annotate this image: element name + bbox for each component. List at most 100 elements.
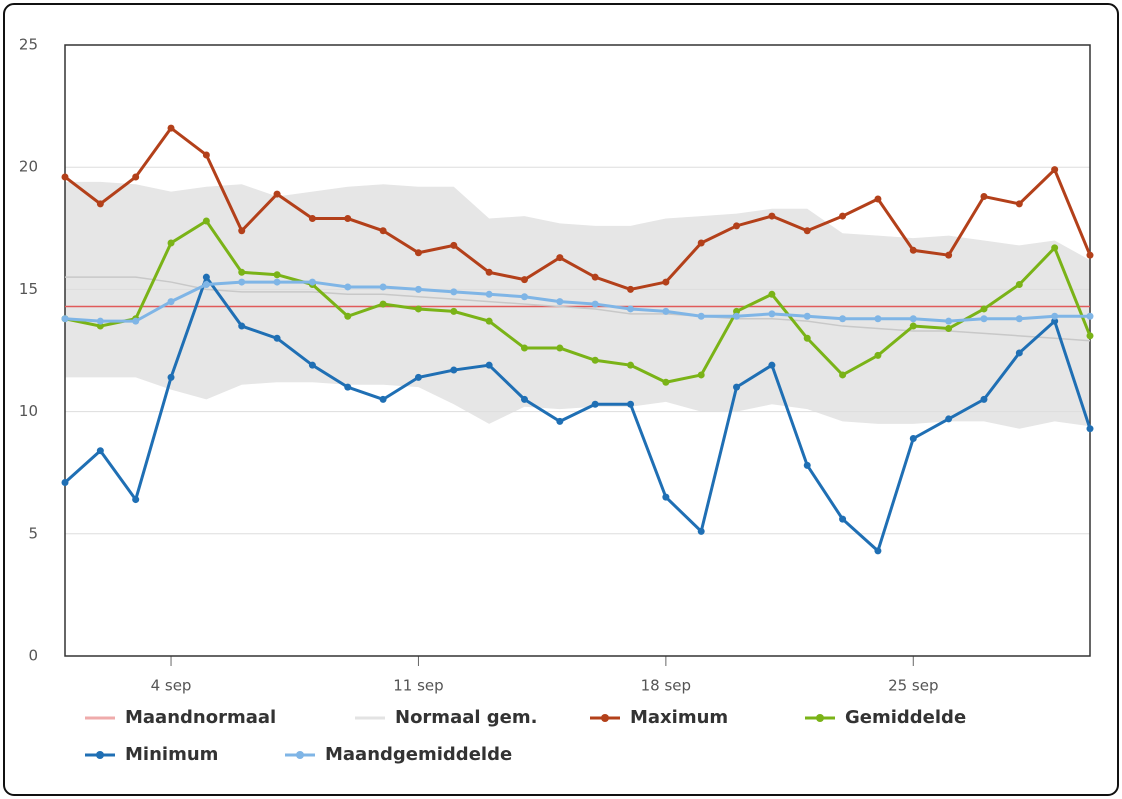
series-point [167, 298, 175, 306]
series-line [64, 280, 1090, 323]
legend-label: Minimum [125, 744, 218, 765]
series-point [945, 325, 953, 333]
series-point [1015, 200, 1023, 208]
series-point [414, 285, 422, 293]
series-point [1086, 251, 1094, 259]
x-tick-label: 25 sep [888, 677, 938, 695]
series-point [697, 371, 705, 379]
series-point [556, 417, 564, 425]
legend-label: Maximum [630, 707, 728, 728]
series-point [238, 227, 246, 235]
y-tick-label: 5 [28, 524, 38, 542]
series-point [1051, 244, 1059, 252]
series-point [697, 239, 705, 247]
series-point [803, 312, 811, 320]
series-point [96, 447, 104, 455]
series-point [132, 173, 140, 181]
series-point [591, 400, 599, 408]
series-point [1015, 281, 1023, 289]
legend-label: Gemiddelde [845, 707, 966, 728]
series-point [344, 215, 352, 223]
series-point [273, 334, 281, 342]
series-point [61, 478, 69, 486]
series-point [450, 241, 458, 249]
series-point [803, 334, 811, 342]
series-point [344, 283, 352, 291]
series-point [414, 249, 422, 257]
series-point [238, 322, 246, 330]
series-point [379, 283, 387, 291]
series-point [733, 383, 741, 391]
series-point [556, 344, 564, 352]
series-point [591, 300, 599, 308]
series-point [273, 190, 281, 198]
y-tick-label: 25 [19, 36, 38, 54]
series-point [308, 361, 316, 369]
series-point [485, 361, 493, 369]
series-point [591, 356, 599, 364]
series-point [520, 395, 528, 403]
series-point [839, 315, 847, 323]
series-point [945, 317, 953, 325]
series-point [980, 315, 988, 323]
series-point [909, 246, 917, 254]
legend-label: Maandgemiddelde [325, 744, 512, 765]
series-point [1015, 315, 1023, 323]
series-line [64, 218, 1092, 384]
series-point [485, 290, 493, 298]
series-point [980, 395, 988, 403]
series-point [697, 312, 705, 320]
series-point [167, 124, 175, 132]
series-point [1051, 312, 1059, 320]
x-tick-label: 18 sep [641, 677, 691, 695]
series-point [874, 547, 882, 555]
series-point [414, 305, 422, 313]
series-point [733, 222, 741, 230]
series-point [1015, 349, 1023, 357]
series-point [945, 251, 953, 259]
series-point [132, 317, 140, 325]
series-point [662, 307, 670, 315]
series-point [61, 173, 69, 181]
series-point [627, 285, 635, 293]
series-point [344, 312, 352, 320]
series-line [65, 276, 1091, 342]
series-point [238, 268, 246, 276]
series-point [450, 307, 458, 315]
series-point [202, 281, 210, 289]
legend-marker [816, 714, 824, 722]
series-point [556, 298, 564, 306]
series-point [238, 278, 246, 286]
series-point [662, 378, 670, 386]
series-point [839, 515, 847, 523]
series-point [202, 151, 210, 159]
series-point [980, 305, 988, 313]
series-point [803, 461, 811, 469]
series-point [874, 351, 882, 359]
series-point [839, 371, 847, 379]
series-point [803, 227, 811, 235]
x-tick-label: 4 sep [151, 677, 192, 695]
series-point [202, 273, 210, 281]
series-point [839, 212, 847, 220]
series-point [1051, 317, 1059, 325]
series-point [379, 227, 387, 235]
series-point [697, 527, 705, 535]
series-point [768, 212, 776, 220]
series-point [167, 239, 175, 247]
series-point [96, 322, 104, 330]
series-point [627, 305, 635, 313]
series-point [450, 288, 458, 296]
series-point [1086, 332, 1094, 340]
legend-marker [601, 714, 609, 722]
series-point [874, 195, 882, 203]
y-tick-label: 10 [19, 402, 38, 420]
series-point [591, 273, 599, 281]
series-point [945, 415, 953, 423]
series-point [308, 215, 316, 223]
series-point [520, 276, 528, 284]
series-point [520, 293, 528, 301]
series-point [909, 322, 917, 330]
legend-marker [96, 751, 104, 759]
